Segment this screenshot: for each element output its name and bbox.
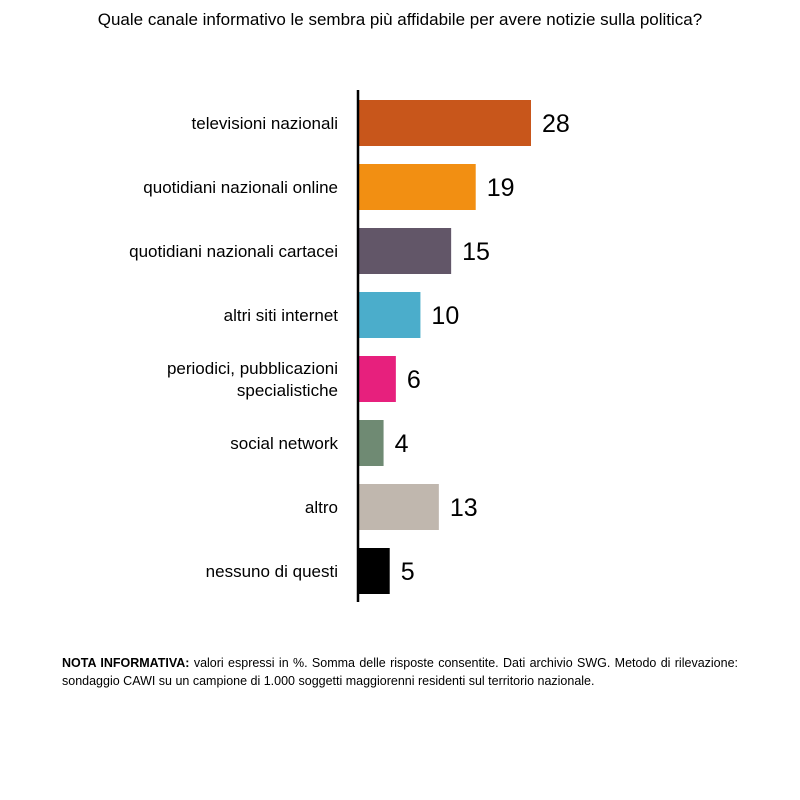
bar-7 [359, 484, 439, 530]
value-label-2: 19 [487, 174, 515, 202]
bar-6 [359, 420, 384, 466]
value-label-4: 10 [431, 302, 459, 330]
bar-3 [359, 228, 452, 274]
value-label-8: 5 [401, 558, 415, 586]
value-label-6: 4 [395, 430, 409, 458]
value-label-3: 15 [462, 238, 490, 266]
category-label-5-line-1: periodici, pubblicazioni [167, 359, 338, 378]
bar-8 [359, 548, 390, 594]
category-label-5-line-2: specialistiche [237, 381, 338, 400]
category-label-4: altri siti internet [224, 306, 339, 325]
value-label-7: 13 [450, 494, 478, 522]
footnote-text: valori espressi in %. Somma delle rispos… [62, 656, 738, 688]
category-label-7: altro [305, 498, 338, 517]
bar-chart: 28 televisioni nazionali 19 quotidiani nazi… [129, 90, 570, 602]
bar-1 [359, 100, 531, 146]
footnote-label: NOTA INFORMATIVA: [62, 656, 190, 670]
category-label-6: social network [230, 434, 338, 453]
category-label-2: quotidiani nazionali online [143, 178, 338, 197]
bar-5 [359, 356, 396, 402]
bar-4 [359, 292, 421, 338]
footnote: NOTA INFORMATIVA: valori espressi in %. … [62, 654, 738, 690]
category-label-3: quotidiani nazionali cartacei [129, 242, 338, 261]
category-label-8: nessuno di questi [206, 562, 338, 581]
chart-title: Quale canale informativo le sembra più a… [97, 10, 703, 29]
value-label-1: 28 [542, 110, 570, 138]
bar-2 [359, 164, 476, 210]
category-label-1: televisioni nazionali [192, 114, 338, 133]
value-label-5: 6 [407, 366, 421, 394]
